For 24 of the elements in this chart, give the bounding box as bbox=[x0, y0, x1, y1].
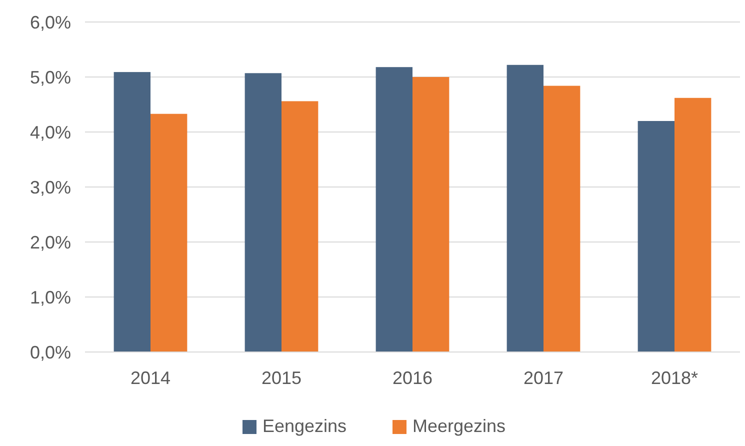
x-tick-label: 2017 bbox=[523, 368, 564, 388]
bar bbox=[638, 121, 674, 352]
x-tick-label: 2016 bbox=[392, 368, 433, 388]
bar bbox=[376, 67, 412, 352]
y-tick-label: 4,0% bbox=[30, 122, 71, 142]
bar bbox=[114, 72, 150, 352]
y-tick-label: 5,0% bbox=[30, 67, 71, 88]
x-tick-label: 2015 bbox=[261, 368, 302, 388]
bar bbox=[412, 77, 450, 352]
x-tick-label: 2018* bbox=[650, 368, 698, 388]
bar bbox=[544, 86, 580, 352]
bar bbox=[282, 101, 318, 352]
y-tick-label: 3,0% bbox=[30, 177, 71, 198]
y-tick-label: 1,0% bbox=[30, 287, 71, 308]
bar bbox=[244, 73, 282, 352]
bar bbox=[506, 64, 544, 352]
x-tick-label: 2014 bbox=[130, 368, 171, 388]
bar bbox=[674, 98, 712, 352]
y-tick-label: 0,0% bbox=[30, 342, 71, 362]
y-tick-label: 2,0% bbox=[30, 232, 71, 252]
y-tick-label: 6,0% bbox=[30, 12, 71, 32]
legend-label: Eengezins bbox=[262, 416, 347, 436]
legend-label: Meergezins bbox=[412, 416, 506, 436]
bar bbox=[150, 114, 188, 352]
